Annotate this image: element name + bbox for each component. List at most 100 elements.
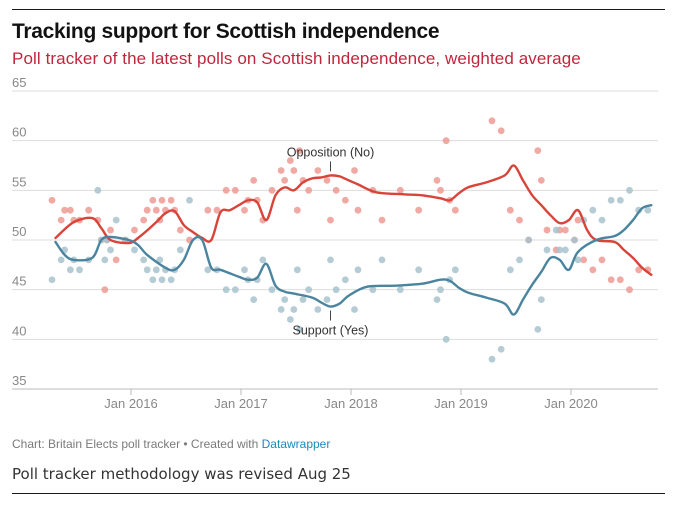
opposition-trend-line	[54, 164, 653, 276]
opposition-poll-dot	[534, 147, 542, 155]
support-poll-dot	[66, 266, 74, 274]
opposition-poll-dot	[250, 177, 258, 184]
support-poll-dot	[167, 276, 175, 284]
x-axis-ticks: Jan 2016 Jan 2017 Jan 2018 Jan 2019 Jan 2020	[104, 389, 598, 411]
opposition-poll-dot	[626, 286, 633, 294]
support-poll-dot	[286, 316, 294, 323]
support-trend-line	[54, 204, 653, 316]
opposition-annotation-label: Opposition (No)	[287, 145, 375, 159]
opposition-poll-dot	[451, 206, 459, 214]
support-poll-dot	[433, 296, 441, 303]
support-poll-dot	[101, 256, 109, 264]
chart-title: Tracking support for Scottish independen…	[12, 20, 440, 43]
opposition-poll-dot	[341, 196, 349, 204]
support-poll-dots	[48, 186, 652, 363]
support-poll-dot	[290, 306, 298, 313]
opposition-poll-dot	[149, 196, 157, 204]
opposition-poll-dot	[131, 226, 138, 234]
support-poll-dot	[534, 326, 542, 333]
opposition-poll-dot	[296, 147, 303, 155]
support-poll-dot	[149, 276, 157, 284]
support-poll-dot	[574, 256, 582, 264]
support-poll-dot	[259, 256, 267, 264]
x-tick-label-2018-01: Jan 2018	[324, 396, 378, 411]
y-axis-ticks: 65 60 55 50 45 40 35	[12, 75, 26, 388]
opposition-poll-dot	[516, 216, 523, 224]
support-poll-dot	[354, 266, 362, 274]
support-poll-dot	[537, 296, 545, 303]
support-poll-dot	[415, 266, 423, 274]
support-poll-dot	[506, 266, 514, 274]
opposition-poll-dot	[277, 167, 285, 174]
opposition-poll-dot	[268, 186, 276, 194]
support-poll-dot	[176, 246, 184, 254]
opposition-poll-dot	[66, 206, 74, 214]
opposition-poll-dot	[101, 286, 109, 294]
opposition-poll-dot	[323, 177, 331, 184]
opposition-poll-dot	[589, 266, 597, 274]
support-poll-dot	[437, 286, 444, 294]
support-poll-dot	[204, 266, 212, 274]
support-poll-dot	[186, 196, 193, 204]
chart-credit: Chart: Britain Elects poll tracker • Cre…	[12, 437, 330, 451]
support-poll-dot	[305, 286, 313, 294]
opposition-poll-dot	[488, 117, 496, 125]
support-poll-dot	[314, 306, 322, 313]
opposition-poll-dot	[635, 266, 643, 274]
support-poll-dot	[268, 286, 276, 294]
opposition-poll-dots	[48, 117, 652, 294]
opposition-poll-dot	[580, 256, 588, 264]
opposition-poll-dot	[305, 186, 313, 194]
opposition-poll-dot	[607, 276, 615, 284]
y-tick-label-50: 50	[12, 224, 26, 239]
opposition-poll-dot	[231, 186, 239, 194]
opposition-poll-dot	[442, 137, 450, 145]
support-poll-dot	[626, 186, 633, 194]
support-poll-dot	[589, 206, 597, 214]
support-poll-dot	[516, 256, 523, 264]
opposition-poll-dot	[222, 186, 230, 194]
support-poll-dot	[293, 266, 301, 274]
support-poll-dot	[327, 256, 334, 264]
opposition-poll-dot	[497, 127, 505, 135]
datawrapper-link[interactable]: Datawrapper	[261, 437, 331, 451]
x-tick-label-2019-01: Jan 2019	[434, 396, 488, 411]
opposition-poll-dot	[286, 157, 294, 164]
y-tick-label-65: 65	[12, 78, 26, 90]
support-poll-dot	[644, 206, 652, 214]
opposition-poll-dot	[293, 206, 301, 214]
opposition-poll-dot	[506, 206, 514, 214]
support-poll-dot	[143, 266, 151, 274]
opposition-poll-dot	[616, 276, 624, 284]
support-poll-dot	[277, 306, 285, 313]
y-tick-label-35: 35	[12, 373, 26, 388]
opposition-poll-dot	[354, 206, 362, 214]
opposition-poll-dot	[415, 206, 423, 214]
opposition-poll-dot	[327, 216, 334, 224]
support-poll-dot	[378, 256, 386, 264]
opposition-poll-dot	[241, 206, 248, 214]
opposition-poll-dot	[537, 177, 545, 184]
support-poll-dot	[351, 306, 358, 313]
opposition-poll-dot	[314, 167, 322, 174]
support-poll-dot	[158, 276, 166, 284]
support-poll-dot	[156, 256, 164, 264]
support-poll-dot	[442, 335, 450, 343]
opposition-poll-dot	[290, 167, 298, 174]
support-poll-dot	[598, 216, 606, 224]
opposition-poll-dot	[61, 206, 69, 214]
support-poll-dot	[76, 266, 83, 274]
support-poll-dot	[488, 355, 496, 363]
opposition-poll-dot	[396, 186, 404, 194]
support-poll-dot	[341, 276, 349, 284]
support-poll-dot	[556, 246, 564, 254]
support-poll-dot	[396, 286, 404, 294]
support-poll-dot	[152, 266, 160, 274]
chart-subtitle: Poll tracker of the latest polls on Scot…	[12, 49, 581, 68]
opposition-poll-dot	[176, 226, 184, 234]
y-tick-label-60: 60	[12, 125, 26, 140]
opposition-poll-dot	[561, 226, 569, 234]
support-poll-dot	[607, 196, 615, 204]
opposition-poll-dot	[57, 216, 65, 224]
